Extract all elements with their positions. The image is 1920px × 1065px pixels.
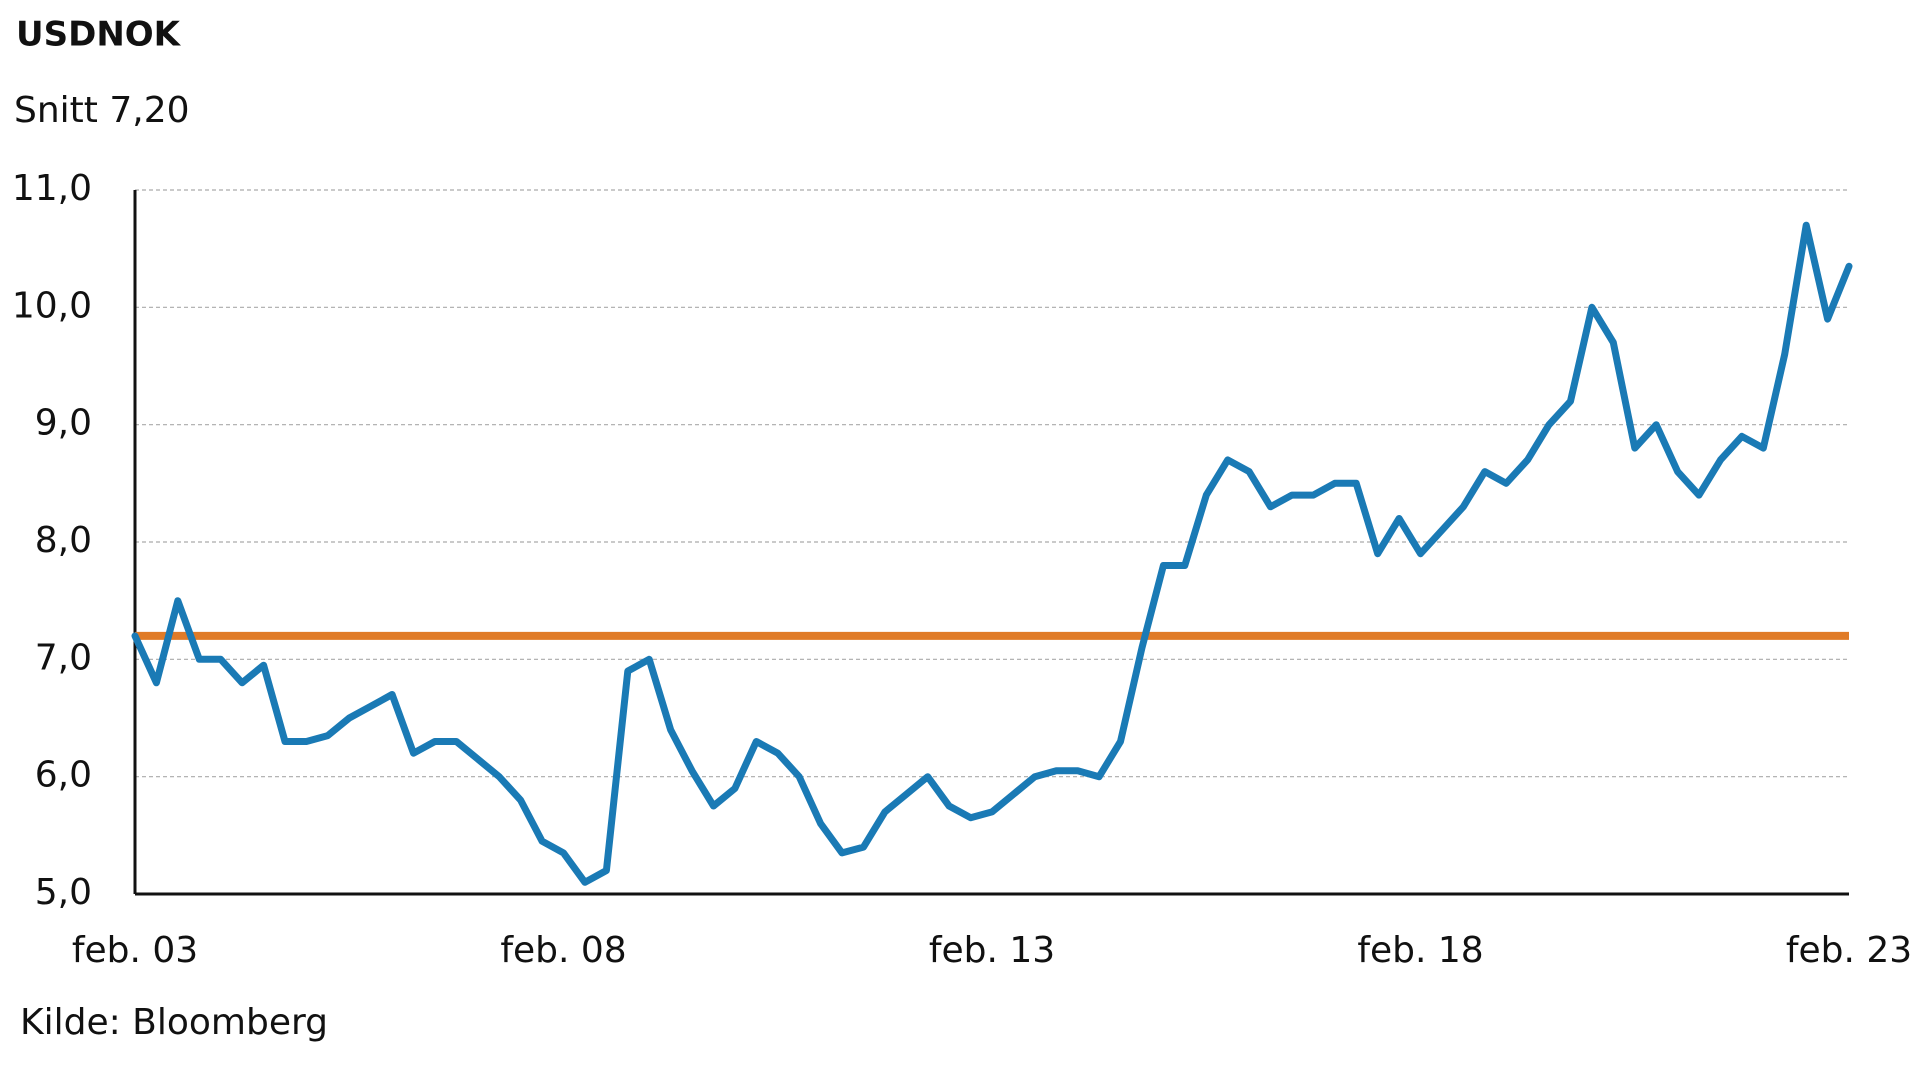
- y-tick-label: 5,0: [35, 872, 92, 913]
- x-tick-label: feb. 08: [500, 930, 626, 971]
- chart-subtitle: Snitt 7,20: [14, 90, 190, 131]
- data-line: [131, 221, 1853, 886]
- y-tick-label: 10,0: [12, 285, 92, 326]
- y-tick-label: 7,0: [35, 637, 92, 678]
- y-tick-label: 9,0: [35, 403, 92, 444]
- x-tick-label: feb. 18: [1357, 930, 1483, 971]
- y-tick-label: 8,0: [35, 520, 92, 561]
- chart-title: USDNOK: [16, 15, 182, 55]
- y-tick-label: 6,0: [35, 755, 92, 796]
- x-tick-label: feb. 23: [1786, 930, 1912, 971]
- source: Kilde: Bloomberg: [20, 1002, 328, 1043]
- y-tick-label: 11,0: [12, 168, 92, 209]
- x-tick-label: feb. 13: [929, 930, 1055, 971]
- x-tick-label: feb. 03: [72, 930, 198, 971]
